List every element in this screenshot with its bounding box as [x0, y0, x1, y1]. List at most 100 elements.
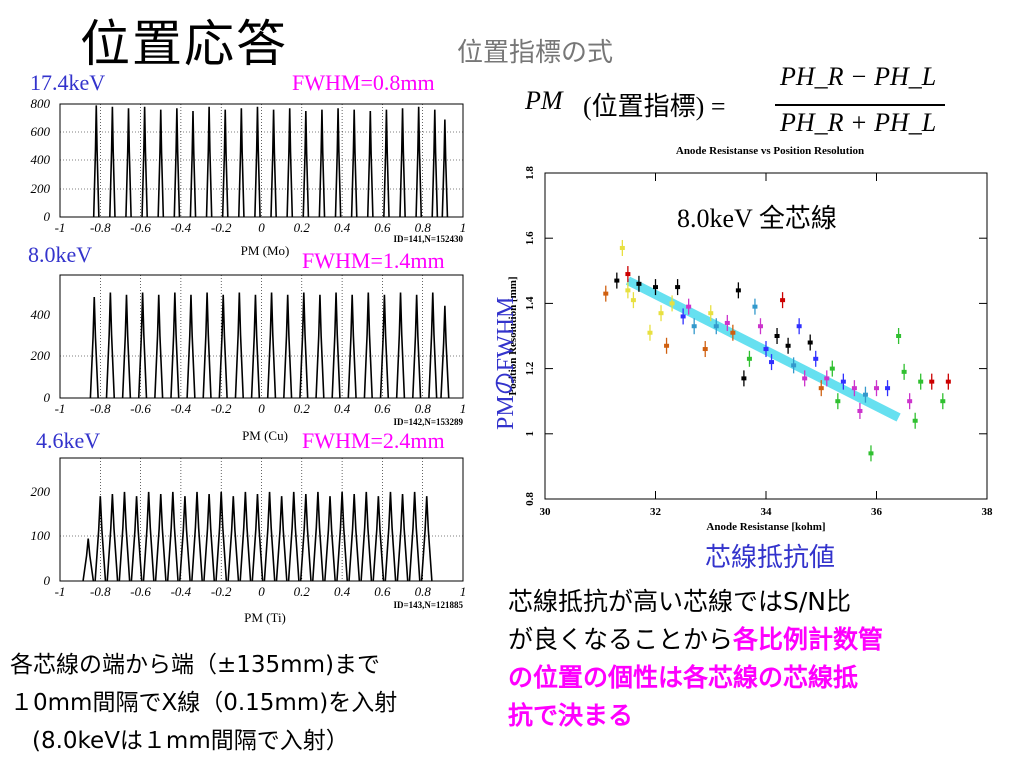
point-marker [907, 399, 913, 404]
hist-x-tick-label: -0.4 [171, 584, 192, 599]
data-point [824, 370, 830, 387]
hist-peak [315, 294, 325, 399]
point-marker [824, 376, 830, 381]
hist-peak [109, 106, 116, 218]
hist-x-tick-label: -1 [55, 220, 66, 235]
right-note-line3: の位置の個性は各芯線の芯線抵 [508, 663, 859, 692]
data-point [669, 295, 675, 312]
fwhm-label-3: FWHM=2.4mm [302, 428, 445, 453]
point-marker [874, 386, 879, 391]
hist-peak [254, 106, 261, 218]
point-marker [647, 330, 653, 335]
data-point [614, 272, 620, 289]
hist-peak [372, 496, 385, 582]
point-marker [780, 298, 786, 303]
data-point [680, 308, 686, 325]
data-point [653, 279, 658, 296]
hist-peak [130, 496, 143, 582]
y-tick-label: 1.8 [524, 166, 536, 180]
hist-x-tick-label: -1 [55, 584, 66, 599]
x-tick-label: 30 [540, 506, 552, 518]
hist-peak [366, 111, 374, 218]
hist-x-tick-label: 0.2 [294, 584, 311, 599]
hist-y-tick-label: 800 [31, 96, 51, 111]
data-point [929, 373, 935, 390]
hist-peak [334, 108, 342, 218]
right-note-line2-plain: が良くなることから [508, 625, 734, 654]
resistance-label: 芯線抵抗値 [705, 543, 836, 573]
hist-peak [399, 108, 406, 218]
point-marker [829, 366, 835, 371]
page-title: 位置応答 [80, 15, 288, 73]
hist-peak [348, 494, 361, 582]
hist-peak [92, 105, 100, 218]
hist-y-tick-label: 200 [31, 181, 51, 196]
histogram-mo: -1 -0.8 -0.6 -0.4 -0.2 0 0.2 0.4 0.6 0.8 1 800 600 40… [31, 96, 467, 258]
hist-x-tick-label: 0.8 [415, 584, 432, 599]
hist-peak [411, 294, 422, 399]
data-point [780, 292, 786, 309]
data-point [636, 275, 642, 292]
hist-peak [383, 109, 390, 218]
x-tick-label: 34 [761, 506, 773, 518]
point-marker [763, 347, 769, 352]
data-point [907, 393, 913, 410]
right-note: 芯線抵抗が高い芯線ではS/N比 が良くなることから各比例計数管 の位置の個性は各… [508, 583, 883, 735]
data-point [757, 318, 763, 335]
point-marker [868, 451, 874, 456]
hist-x-tick-label: 0.4 [334, 584, 351, 599]
point-marker [752, 304, 758, 309]
hist-peak [218, 294, 228, 399]
data-point [918, 373, 924, 390]
point-marker [862, 392, 868, 397]
data-point [619, 239, 625, 256]
data-point [746, 350, 752, 367]
hist-x-tick-label: -0.8 [90, 220, 111, 235]
data-point [647, 324, 653, 341]
hist-y-tick-label: 400 [31, 307, 51, 322]
point-marker [614, 278, 620, 283]
hist-peak [299, 292, 309, 399]
hist-peak [347, 294, 357, 399]
data-point [675, 279, 681, 296]
hist-peak [202, 292, 212, 399]
hist-peak [157, 109, 165, 218]
point-marker [669, 301, 675, 306]
data-point [691, 318, 697, 335]
data-point [658, 305, 664, 322]
hist-x-tick-label: 0.8 [415, 401, 432, 416]
data-point [735, 282, 741, 299]
point-marker [724, 320, 730, 325]
data-point [813, 350, 819, 367]
left-note-line3: (8.0keVは１mm間隔で入射） [32, 728, 349, 754]
hist-peak [283, 294, 293, 399]
hist-x-tick-label: -0.6 [130, 401, 151, 416]
energy-label-2: 8.0keV [28, 242, 93, 267]
data-point [835, 393, 841, 410]
hist-peak [166, 491, 179, 582]
hist-x-tick-label: -0.4 [171, 401, 192, 416]
data-point [664, 337, 670, 354]
hist-peak [286, 108, 294, 218]
hist-peak [94, 496, 107, 582]
left-note-line2: １0mm間隔でX線（0.15mm)を入射 [10, 690, 398, 716]
hist-peak [302, 111, 310, 218]
hist-peak [360, 491, 373, 582]
data-point [807, 334, 813, 351]
point-marker [857, 408, 863, 413]
hist-y-tick-label: 400 [31, 152, 51, 167]
data-point [901, 363, 907, 380]
hist-peak [215, 491, 228, 582]
hist-x-label: PM (Ti) [244, 610, 286, 625]
hist-peak [105, 292, 116, 399]
hist-peak [186, 294, 196, 399]
point-marker [769, 360, 775, 365]
hist-x-tick-label: 0 [258, 401, 265, 416]
point-marker [653, 285, 658, 290]
point-marker [851, 386, 857, 391]
hist-x-label: PM (Mo) [241, 243, 290, 258]
data-point [724, 314, 730, 331]
data-point [730, 324, 736, 341]
point-marker [807, 340, 813, 345]
hist-y-tick-label: 0 [44, 573, 51, 588]
